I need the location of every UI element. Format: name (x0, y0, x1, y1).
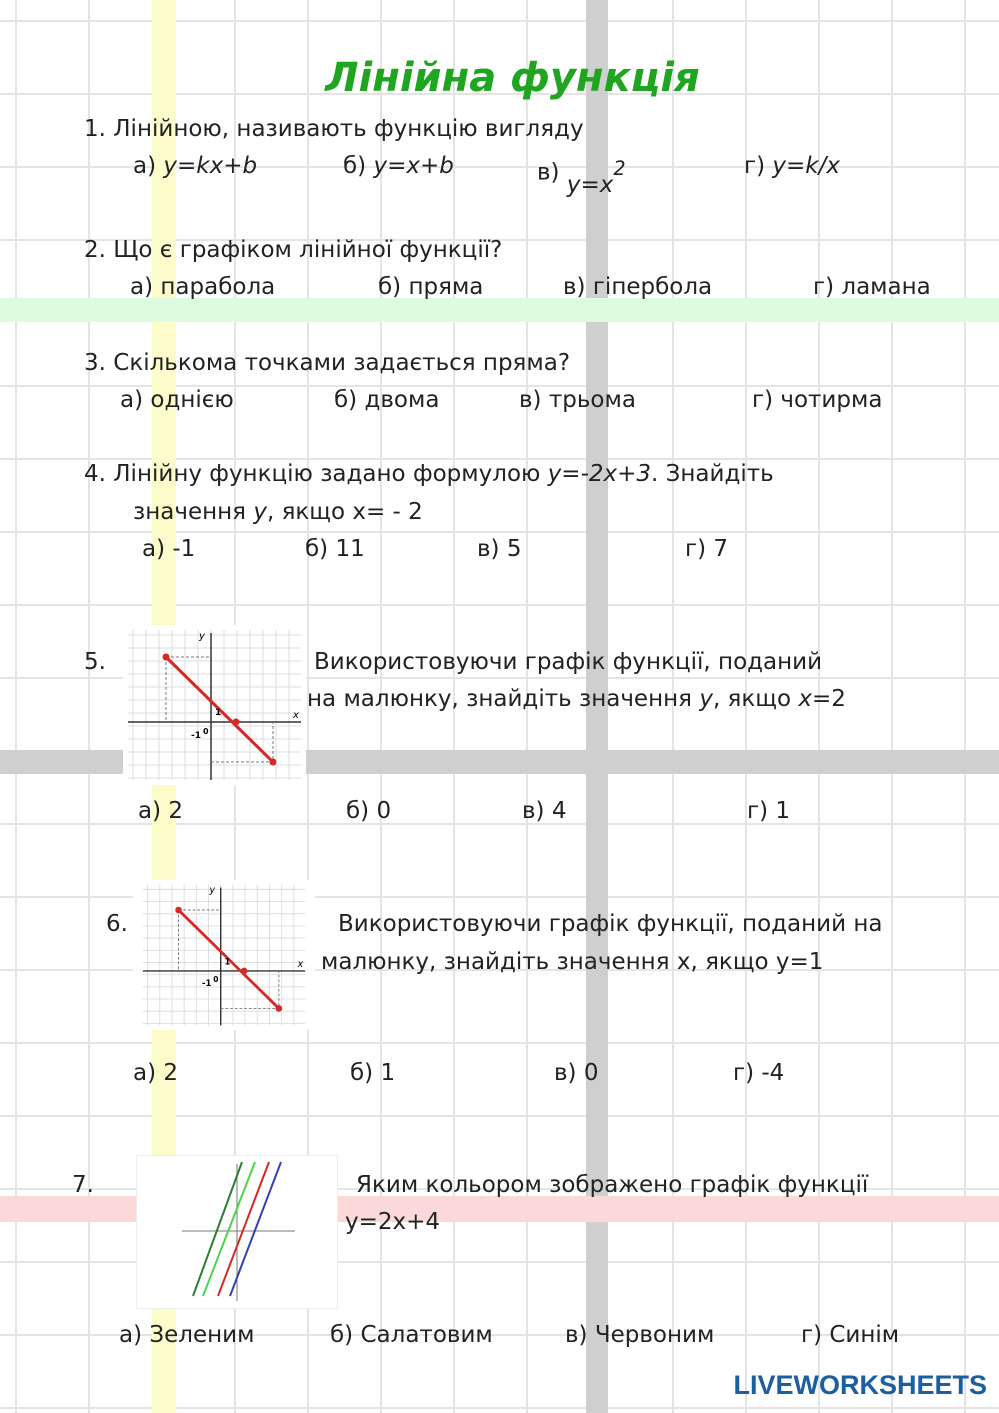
q6-graph-image: y x 1 0 -1 (133, 880, 315, 1030)
svg-text:1: 1 (215, 708, 221, 718)
q2-text: 2. Що є графіком лінійної функції? (84, 237, 503, 263)
q2-option-d[interactable]: г) ламана (813, 274, 931, 300)
q1-text: 1. Лінійною, називають функцію вигляду (84, 116, 584, 142)
q1-option-b[interactable]: б) y=x+b (343, 153, 454, 179)
svg-text:1: 1 (224, 956, 230, 966)
q2-option-a[interactable]: а) парабола (130, 274, 276, 300)
q6-number: 6. (106, 911, 128, 937)
q1-option-c[interactable]: в) y=x2 (537, 157, 626, 198)
q7-option-a[interactable]: а) Зеленим (119, 1322, 255, 1348)
y-axis-label: y (198, 631, 206, 642)
svg-text:-1: -1 (191, 731, 201, 741)
q3-option-a[interactable]: а) однією (120, 387, 234, 413)
q3-option-d[interactable]: г) чотирма (752, 387, 883, 413)
q4-option-d[interactable]: г) 7 (685, 536, 729, 562)
q5-number: 5. (84, 649, 106, 675)
q3-option-c[interactable]: в) трьома (519, 387, 636, 413)
svg-text:-1: -1 (202, 978, 211, 988)
svg-text:0: 0 (213, 975, 218, 984)
q3-text: 3. Скількома точками задається пряма? (84, 350, 571, 376)
q5-option-c[interactable]: в) 4 (522, 798, 567, 824)
graph-line (177, 908, 280, 1010)
q6-option-c[interactable]: в) 0 (554, 1060, 599, 1086)
q5-option-d[interactable]: г) 1 (747, 798, 791, 824)
svg-text:0: 0 (203, 727, 209, 736)
q7-text-2: у=2х+4 (345, 1209, 441, 1235)
q5-text-2: на малюнку, знайдіть значення y, якщо x=… (307, 686, 846, 712)
q4-option-b[interactable]: б) 11 (305, 536, 365, 562)
q6-option-d[interactable]: г) -4 (733, 1060, 785, 1086)
q5-option-a[interactable]: а) 2 (138, 798, 184, 824)
x-axis-label: x (292, 710, 299, 721)
q5-option-b[interactable]: б) 0 (346, 798, 392, 824)
green-stripe (0, 298, 999, 322)
q4-text: 4. Лінійну функцію задано формулою y=-2x… (84, 461, 774, 487)
page-title: Лінійна функція (325, 55, 700, 101)
q6-text-1: Використовуючи графік функції, поданий н… (338, 911, 883, 937)
q1-option-a[interactable]: а) y=kx+b (133, 153, 258, 179)
svg-text:x: x (297, 959, 304, 970)
q4-option-c[interactable]: в) 5 (477, 536, 522, 562)
q5-text-1: Використовуючи графік функції, поданий (314, 649, 823, 675)
q2-option-c[interactable]: в) гіпербола (563, 274, 713, 300)
q5-graph-image: y x 1 0 -1 (123, 625, 306, 785)
q3-option-b[interactable]: б) двома (334, 387, 440, 413)
q7-option-d[interactable]: г) Синім (801, 1322, 900, 1348)
q2-option-b[interactable]: б) пряма (378, 274, 484, 300)
q7-text-1: Яким кольором зображено графік функції (356, 1172, 869, 1198)
q7-graph-image (136, 1155, 338, 1309)
q7-number: 7. (72, 1172, 94, 1198)
q7-option-c[interactable]: в) Червоним (565, 1322, 715, 1348)
q6-option-a[interactable]: а) 2 (133, 1060, 179, 1086)
q1-option-d[interactable]: г) y=k/x (744, 153, 840, 179)
q7-option-b[interactable]: б) Салатовим (330, 1322, 493, 1348)
q4-option-a[interactable]: а) -1 (142, 536, 196, 562)
svg-text:y: y (208, 885, 215, 896)
gray-stripe-v (586, 0, 608, 1413)
q6-text-2: малюнку, знайдіть значення х, якщо у=1 (321, 949, 824, 975)
q6-option-b[interactable]: б) 1 (350, 1060, 396, 1086)
liveworksheets-logo: LIVEWORKSHEETS (733, 1370, 987, 1400)
q4-text-2: значення y, якщо x= - 2 (133, 499, 423, 525)
graph-line (164, 655, 275, 764)
